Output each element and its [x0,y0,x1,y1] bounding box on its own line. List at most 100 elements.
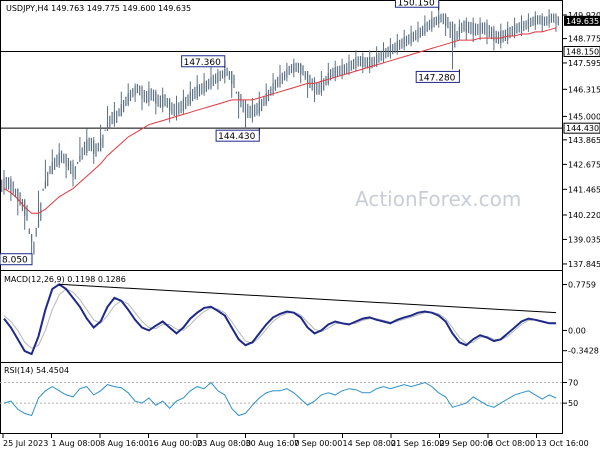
price-tick-label: 139.035 [568,235,600,244]
price-candle [14,188,21,216]
current-price-tag: 149.635 [564,15,600,26]
time-tick-label: 1 Aug 08:00 [52,439,101,448]
time-tick-label: 30 Aug 16:00 [246,439,300,448]
price-candle [97,124,104,152]
macd-main-line [3,283,556,356]
price-candle [90,137,97,164]
price-tick-label: 147.595 [568,59,600,68]
price-candle [70,159,76,187]
macd-signal-line [3,288,556,349]
price-candle [118,91,125,117]
swing-label: 144.430 [215,128,260,142]
swing-label-text: 147.360 [184,58,221,68]
price-candle [304,71,311,98]
level-tag: 144.430 [563,122,600,134]
price-candle [1,170,7,195]
price-candle [346,54,352,76]
price-candle [470,17,477,43]
price-candle [353,50,359,72]
price-candle [477,17,483,41]
level-tag-label: 144.430 [566,124,599,133]
price-candle [263,83,270,107]
swing-label: 147.360 [181,55,226,68]
price-candle [42,159,49,191]
swing-label-text: 144.430 [218,132,255,142]
price-annotations: 150.150 147.360 147.280 144.430 8.050 [0,0,460,266]
price-candle [221,66,228,84]
price-candle [546,9,553,28]
price-candle [235,91,242,119]
swing-label-box [395,0,440,8]
price-candle [49,149,56,175]
price-candle [146,81,152,107]
time-tick-label: 14 Sep 08:00 [343,439,396,448]
price-tick-label: 146.315 [568,85,600,94]
price-tick-label: 149.920 [568,11,600,20]
price-candle [180,89,187,115]
plot-frame [0,0,563,434]
rsi-axis: 70 50 [0,379,578,408]
time-tick-label: 13 Oct 16:00 [537,439,589,448]
price-tick-label: 145.000 [568,112,600,121]
swing-label: 150.150 [395,0,440,11]
time-tick-label: 29 Sep 00:00 [440,439,493,448]
price-levels: 148.150 144.430 [0,45,600,134]
price-candle [187,81,194,107]
macd-tick-label: 0.7759 [568,281,596,290]
level-tag-box [563,122,600,134]
time-axis: 25 Jul 2023 1 Aug 08:00 8 Aug 16:00 16 Aug … [2,434,589,448]
time-tick-label: 23 Aug 08:00 [197,439,251,448]
time-tick-label: 16 Aug 00:00 [149,439,203,448]
macd-axis: 0.7759 0.00 -0.3428 [563,281,599,356]
rsi-tick-label: 50 [568,399,578,408]
price-tick-label: 137.845 [568,260,600,269]
swing-label-text: 150.150 [398,0,435,8]
price-candle [125,83,132,107]
swing-label-box [181,55,226,68]
swing-label-text: 8.050 [2,256,28,266]
price-candle [21,198,28,230]
level-tag-box [563,45,600,57]
price-candle [63,153,70,179]
price-candle [297,62,304,84]
price-candle [249,97,256,123]
swing-label: 147.280 [415,69,460,83]
price-candle [539,13,546,32]
time-tick-label: 6 Oct 08:00 [488,439,535,448]
price-tick-label: 143.865 [568,136,600,145]
price-candle [194,75,201,100]
swing-label-box [0,253,33,266]
price-candle [284,62,290,82]
price-candle [449,21,456,70]
macd-tick-label: 0.00 [568,326,586,335]
rsi-line [3,381,557,417]
price-tick-label: 140.220 [568,211,600,220]
price-candle [208,66,214,90]
swing-label-box [215,129,260,142]
price-candle [8,176,14,201]
macd-title: MACD(12,26,9) 0.1198 0.1286 [4,275,126,284]
price-tick-label: 142.675 [568,160,600,169]
price-candle [484,19,490,45]
price-candle [394,33,401,55]
price-candle [325,62,332,86]
price-candle [435,10,442,28]
level-tag-label: 148.150 [566,47,599,56]
price-candle [139,85,145,111]
time-tick-label: 21 Sep 16:00 [391,439,444,448]
price-candle [256,91,263,117]
price-candle [132,83,138,102]
rsi-tick-label: 70 [568,379,578,388]
price-candle [56,143,63,168]
price-candle [104,106,111,131]
price-candle [290,58,297,78]
current-price-box [564,15,600,26]
price-candle [422,15,428,37]
price-candle [111,101,118,127]
price-candle [277,64,283,88]
price-candle [270,73,276,96]
price-candles [1,9,559,260]
price-candle [228,71,235,98]
macd-trendline [59,283,557,314]
